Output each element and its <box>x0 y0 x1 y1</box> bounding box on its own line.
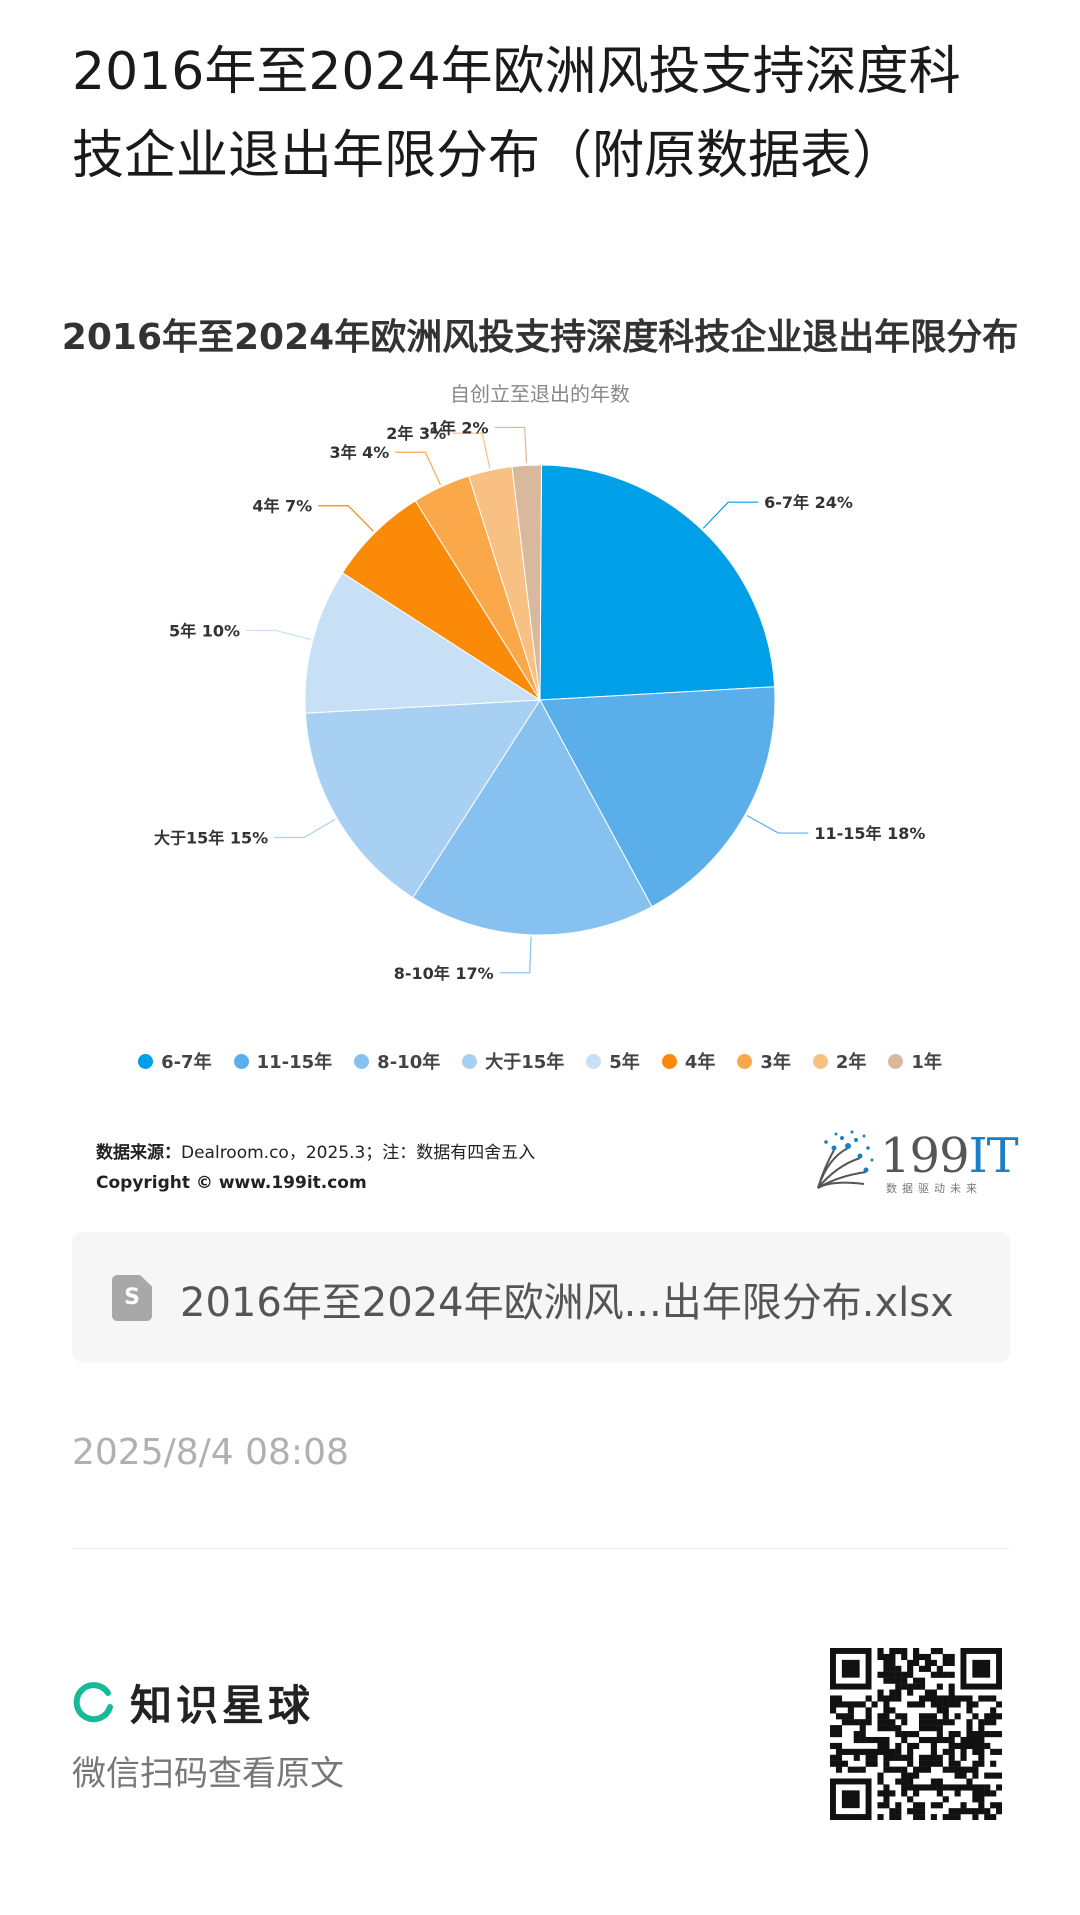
legend-item-1: 11-15年 <box>233 1048 333 1074</box>
leader-line-0 <box>702 501 759 529</box>
data-source: 数据来源：Dealroom.co，2025.3；注：数据有四舍五入 Copyri… <box>96 1138 535 1198</box>
legend-item-0: 6-7年 <box>138 1048 212 1074</box>
199it-logo: 199IT 数据驱动未来 <box>808 1128 1019 1198</box>
legend-dot-7 <box>812 1053 828 1069</box>
data-label-2: 8-10年 17% <box>394 964 494 983</box>
legend-label-2: 8-10年 <box>377 1052 441 1073</box>
legend-label-1: 11-15年 <box>256 1052 333 1073</box>
chart-legend: 6-7年 11-15年 8-10年 大于15年 5年 4年 3年 2年 1年 <box>0 1048 1080 1074</box>
legend-label-6: 3年 <box>760 1052 791 1073</box>
copyright-text: Copyright © www.199it.com <box>96 1173 367 1193</box>
leader-line-7 <box>452 432 491 469</box>
data-label-5: 4年 7% <box>252 497 312 516</box>
leader-line-3 <box>274 818 336 839</box>
legend-item-7: 2年 <box>812 1048 867 1074</box>
legend-dot-4 <box>586 1053 602 1069</box>
brand-name: 知识星球 <box>130 1681 315 1730</box>
attachment-card[interactable]: S 2016年至2024年欧洲风...出年限分布.xlsx <box>72 1232 1010 1362</box>
chart-title: 2016年至2024年欧洲风投支持深度科技企业退出年限分布 <box>61 317 1019 358</box>
legend-item-8: 1年 <box>888 1048 942 1074</box>
pie-slice-5 <box>341 500 541 701</box>
legend-label-5: 4年 <box>684 1052 716 1073</box>
data-label-7: 2年 3% <box>386 424 446 443</box>
legend-label-4: 5年 <box>609 1052 640 1073</box>
leader-line-2 <box>499 936 532 974</box>
legend-dot-6 <box>737 1053 753 1069</box>
leader-line-5 <box>318 505 374 532</box>
legend-dot-1 <box>233 1053 249 1069</box>
legend-label-0: 6-7年 <box>161 1052 212 1073</box>
source-text: Dealroom.co，2025.3；注：数据有四舍五入 <box>181 1143 536 1163</box>
legend-item-3: 大于15年 <box>462 1048 564 1074</box>
pie-chart: 6-7年 24% 11-15年 18% 8-10年 17% 大于15年 15% 5年 1… <box>154 420 925 983</box>
spreadsheet-file-icon: S <box>112 1275 152 1321</box>
divider <box>72 1548 1010 1549</box>
pie-slice-0 <box>539 464 776 701</box>
legend-dot-3 <box>462 1053 478 1069</box>
legend-item-5: 4年 <box>661 1048 716 1074</box>
qr-code[interactable] <box>830 1648 1002 1820</box>
legend-item-4: 5年 <box>586 1048 640 1074</box>
data-label-3: 大于15年 15% <box>154 828 268 847</box>
logo-wordmark: 199IT <box>880 1128 1019 1184</box>
post-timestamp: 2025/8/4 08:08 <box>72 1432 349 1473</box>
source-label: 数据来源： <box>96 1143 181 1163</box>
page-title: 2016年至2024年欧洲风投支持深度科技企业退出年限分布（附原数据表） <box>72 42 961 186</box>
leader-line-1 <box>746 814 809 834</box>
legend-label-7: 2年 <box>835 1052 867 1073</box>
pie-slice-1 <box>539 686 776 908</box>
data-label-0: 6-7年 24% <box>764 493 853 512</box>
data-label-4: 5年 10% <box>169 621 240 640</box>
legend-dot-0 <box>138 1053 154 1069</box>
leader-line-6 <box>395 451 442 486</box>
data-label-6: 3年 4% <box>329 443 389 462</box>
data-label-8: 1年 2% <box>429 420 489 437</box>
leader-line-8 <box>494 426 528 464</box>
legend-item-2: 8-10年 <box>354 1048 440 1074</box>
pie-slice-8 <box>511 464 542 701</box>
leader-line-4 <box>246 629 311 641</box>
zsxq-brand: 知识星球 <box>72 1672 314 1733</box>
legend-label-3: 大于15年 <box>485 1052 565 1073</box>
logo-tagline: 数据驱动未来 <box>886 1182 982 1195</box>
chart-subtitle: 自创立至退出的年数 <box>450 382 630 406</box>
legend-dot-2 <box>354 1053 370 1069</box>
legend-item-6: 3年 <box>737 1048 791 1074</box>
pie-slice-4 <box>304 572 542 714</box>
dandelion-icon <box>817 1130 874 1189</box>
legend-dot-8 <box>888 1053 904 1069</box>
scan-hint: 微信扫码查看原文 <box>72 1754 344 1794</box>
legend-label-8: 1年 <box>911 1052 942 1073</box>
legend-dot-5 <box>661 1053 677 1069</box>
data-label-1: 11-15年 18% <box>814 824 925 843</box>
pie-slice-2 <box>412 699 653 936</box>
pie-slice-3 <box>304 699 541 899</box>
zsxq-logo-icon <box>73 1681 113 1722</box>
attachment-file-name: 2016年至2024年欧洲风...出年限分布.xlsx <box>180 1280 954 1326</box>
